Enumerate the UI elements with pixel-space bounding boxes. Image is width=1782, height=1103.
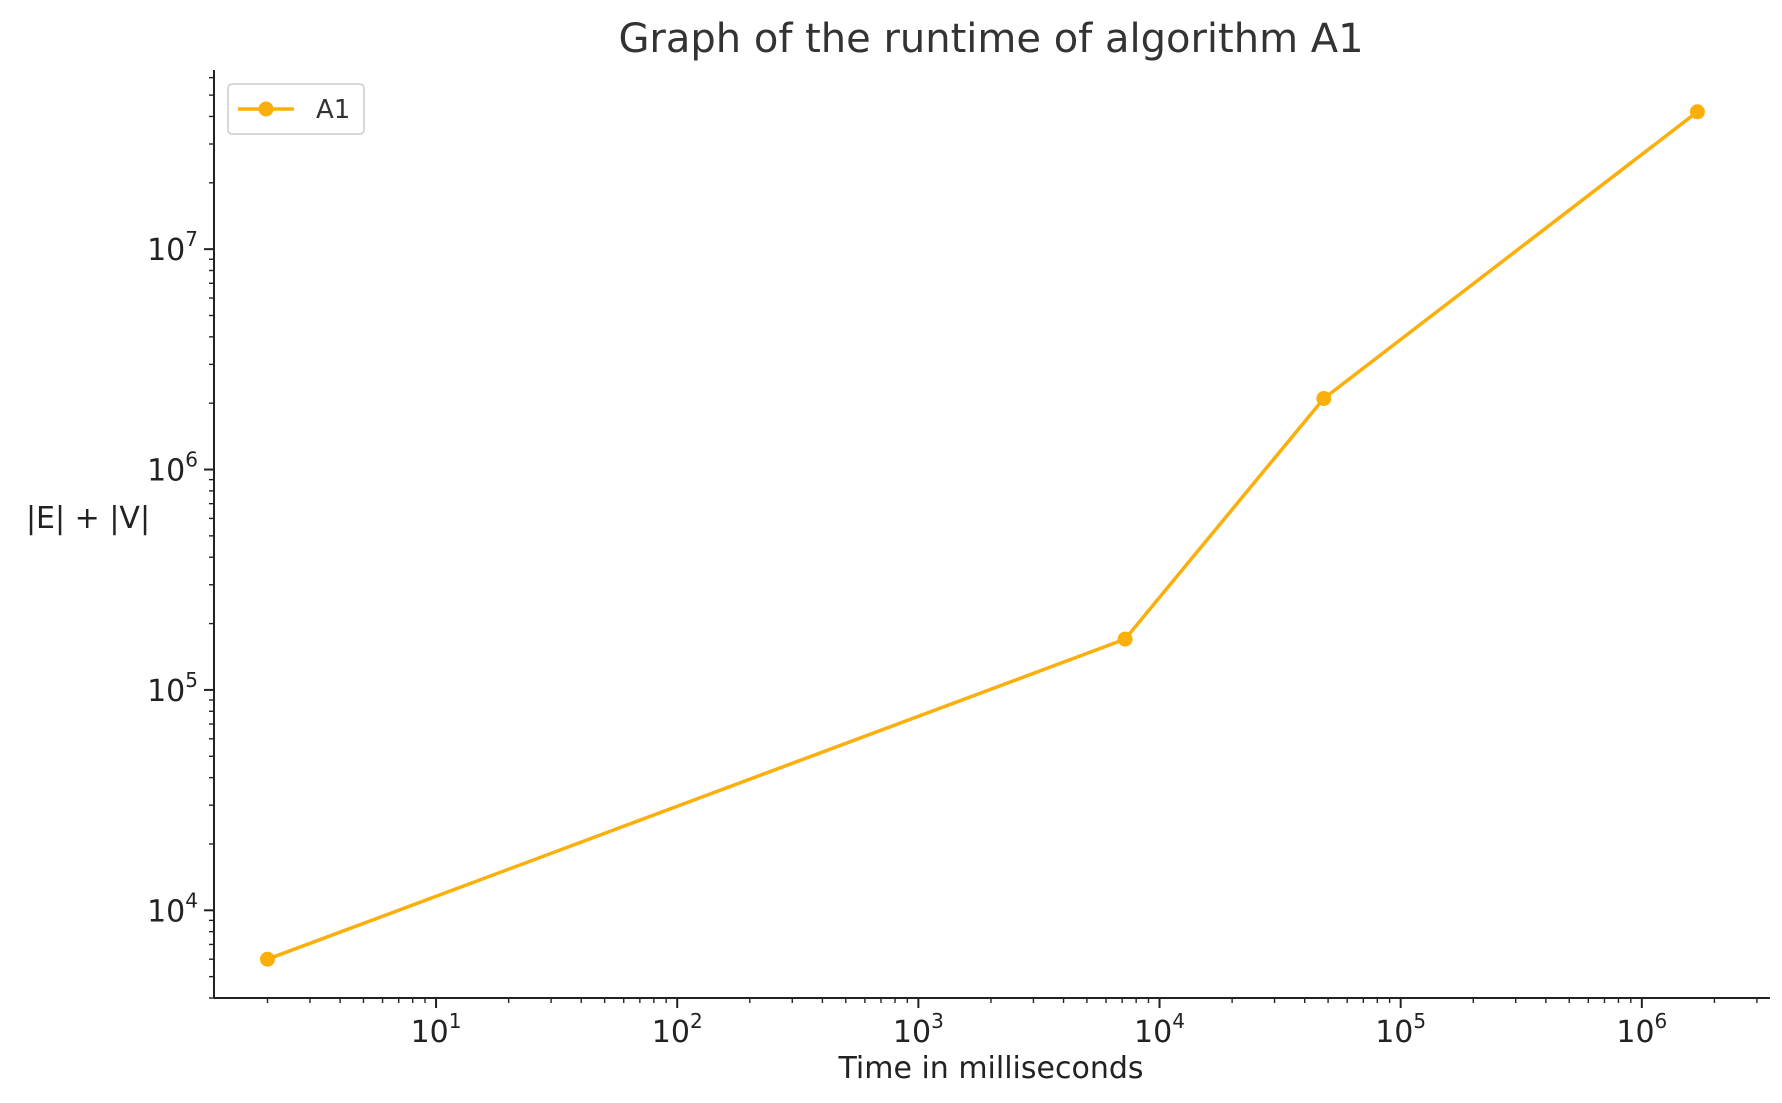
x-tick-label: 106 (1616, 1009, 1667, 1050)
x-tick-label: 103 (893, 1009, 944, 1050)
y-tick-label: 104 (147, 888, 198, 929)
legend-marker (258, 101, 274, 117)
x-axis-label: Time in milliseconds (837, 1051, 1143, 1086)
y-tick-label: 106 (147, 448, 198, 489)
series (260, 104, 1705, 967)
legend-label: A1 (316, 95, 350, 125)
data-point (1117, 631, 1133, 647)
x-tick-label: 104 (1134, 1009, 1185, 1050)
ticks: 101 102 103 104 105 106 104 105 106 107 (147, 76, 1758, 1050)
legend-box (227, 83, 365, 135)
data-point (1316, 391, 1332, 406)
y-axis-label: |E| + |V| (26, 501, 150, 536)
legend: A1 (227, 83, 365, 135)
y-tick-label: 105 (147, 668, 198, 709)
data-point (260, 951, 275, 967)
axes (213, 70, 1770, 999)
chart-title: Graph of the runtime of algorithm A1 (618, 16, 1363, 62)
data-point (1689, 104, 1705, 120)
x-tick-label: 105 (1375, 1009, 1426, 1050)
series-line-a1 (266, 110, 1699, 961)
y-tick-label: 107 (147, 227, 198, 268)
x-tick-label: 101 (411, 1009, 462, 1050)
x-tick-label: 102 (652, 1009, 703, 1050)
